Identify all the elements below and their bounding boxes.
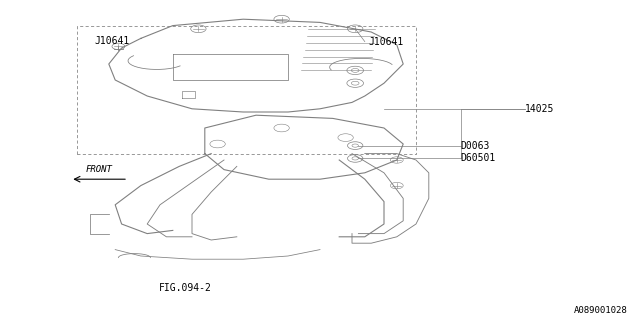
Text: FRONT: FRONT	[86, 165, 113, 174]
Text: J10641: J10641	[368, 36, 403, 47]
Text: D60501: D60501	[461, 153, 496, 164]
Text: J10641: J10641	[94, 36, 130, 46]
Text: 14025: 14025	[525, 104, 554, 114]
Text: A089001028: A089001028	[573, 306, 627, 315]
Text: FIG.094-2: FIG.094-2	[159, 283, 212, 293]
Text: D0063: D0063	[461, 140, 490, 151]
